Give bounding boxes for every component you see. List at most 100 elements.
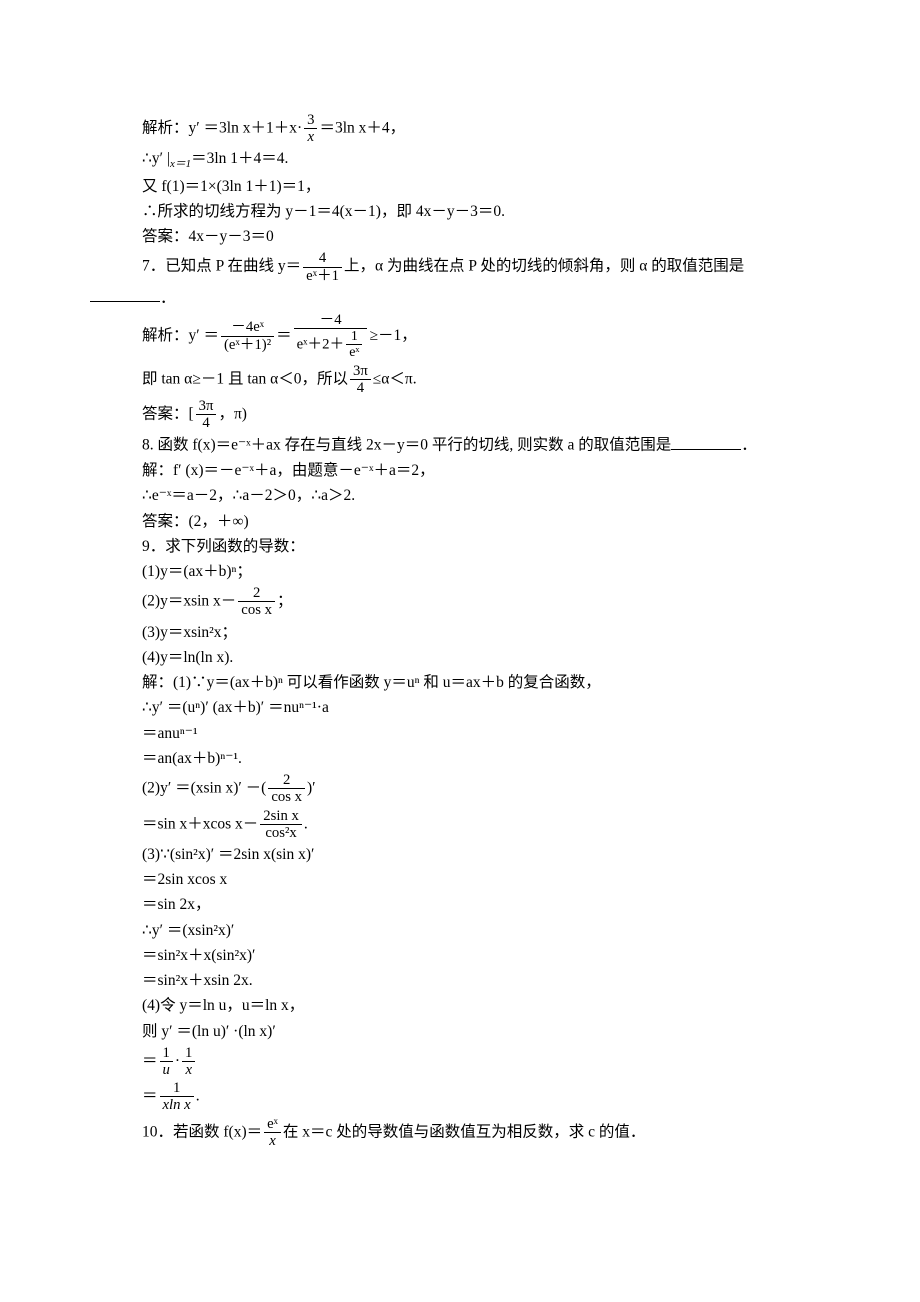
text: ＝ (142, 1088, 158, 1105)
text: ≥－1， (369, 327, 416, 344)
text: 即 tan α≥－1 且 tan α＜0，所以 (142, 370, 348, 387)
text: (1)y＝(ax＋b)ⁿ； (142, 563, 252, 580)
text: ∴y′ ＝(xsin²x)′ (142, 922, 234, 939)
text: 解：f′ (x)＝－e⁻ˣ＋a，由题意－e⁻ˣ＋a＝2， (142, 462, 435, 479)
text-line: (4)y＝ln(ln x). (90, 646, 830, 669)
text: 10．若函数 f(x)＝ (142, 1123, 262, 1140)
text: 答案：4x－y－3＝0 (142, 228, 274, 245)
fraction: eˣx (264, 1116, 281, 1149)
text-line: (2)y′ ＝(xsin x)′ －(2cos x)′ (90, 772, 830, 805)
text: (2)y′ ＝(xsin x)′ －( (142, 779, 266, 796)
text: . (196, 1088, 200, 1105)
text-line: 答案：4x－y－3＝0 (90, 225, 830, 248)
fraction: －4eˣ(eˣ＋1)² (221, 319, 274, 352)
text-line: 7．已知点 P 在曲线 y＝4eˣ＋1上，α 为曲线在点 P 处的切线的倾斜角，… (90, 250, 830, 283)
fraction: 3x (304, 112, 317, 145)
text-line: ∴所求的切线方程为 y－1＝4(x－1)，即 4x－y－3＝0. (90, 200, 830, 223)
text: ∴所求的切线方程为 y－1＝4(x－1)，即 4x－y－3＝0. (142, 203, 505, 220)
text-line: 则 y′ ＝(ln u)′ ·(ln x)′ (90, 1020, 830, 1043)
text: (2)y＝xsin x－ (142, 593, 236, 610)
text: ∴e⁻ˣ＝a－2，∴a－2＞0，∴a＞2. (142, 487, 355, 504)
text: ＝ (142, 1052, 158, 1069)
text: 又 f(1)＝1×(3ln 1＋1)＝1， (142, 178, 320, 195)
text-line: 10．若函数 f(x)＝eˣx在 x＝c 处的导数值与函数值互为相反数，求 c … (90, 1116, 830, 1149)
text: 答案：[ (142, 405, 194, 422)
text: (4)y＝ln(ln x). (142, 649, 233, 666)
text-line: (4)令 y＝ln u，u＝ln x， (90, 994, 830, 1017)
text: 8. 函数 f(x)＝e⁻ˣ＋ax 存在与直线 2x－y＝0 平行的切线, 则实… (142, 437, 671, 454)
text-line: ＝1u·1x (90, 1045, 830, 1078)
text: ＝sin²x＋xsin 2x. (142, 972, 253, 989)
text-line: 9．求下列函数的导数： (90, 535, 830, 558)
fraction: 2cos x (238, 585, 275, 618)
text: (3)y＝xsin²x； (142, 624, 237, 641)
text: ＝ (276, 327, 292, 344)
text-line: (3)∵(sin²x)′ ＝2sin x(sin x)′ (90, 843, 830, 866)
text: ＝anuⁿ⁻¹ (142, 725, 198, 742)
fraction: 3π4 (350, 363, 371, 396)
text: 7．已知点 P 在曲线 y＝ (142, 258, 301, 275)
text: 则 y′ ＝(ln u)′ ·(ln x)′ (142, 1023, 276, 1040)
text: 9．求下列函数的导数： (142, 538, 305, 555)
fraction: －4eˣ＋2＋1eˣ (294, 312, 368, 361)
text-line: (3)y＝xsin²x； (90, 621, 830, 644)
text: ≤α＜π. (373, 370, 417, 387)
text: ＝3ln 1＋4＝4. (191, 150, 288, 167)
blank-underline (90, 286, 160, 303)
text-line: 即 tan α≥－1 且 tan α＜0，所以3π4≤α＜π. (90, 363, 830, 396)
text-line: ． (90, 286, 830, 310)
text-line: ＝2sin xcos x (90, 868, 830, 891)
text: ＝3ln x＋4， (319, 119, 405, 136)
fraction: 1x (182, 1045, 195, 1078)
text: ＝sin x＋xcos x－ (142, 815, 258, 832)
text: 答案：(2，＋∞) (142, 513, 249, 530)
text-line: ＝sin²x＋x(sin²x)′ (90, 944, 830, 967)
text-line: 解析：y′ ＝－4eˣ(eˣ＋1)²＝－4eˣ＋2＋1eˣ≥－1， (90, 312, 830, 361)
fraction: 1eˣ (346, 329, 362, 361)
text-line: ＝anuⁿ⁻¹ (90, 722, 830, 745)
text-line: (1)y＝(ax＋b)ⁿ； (90, 560, 830, 583)
text-line: ＝sin²x＋xsin 2x. (90, 969, 830, 992)
document-content: 解析：y′ ＝3ln x＋1＋x·3x＝3ln x＋4， ∴y′ |x＝1＝3l… (90, 112, 830, 1149)
text: · (175, 1052, 180, 1069)
text-line: ∴y′ ＝(uⁿ)′ (ax＋b)′ ＝nuⁿ⁻¹·a (90, 696, 830, 719)
text: (3)∵(sin²x)′ ＝2sin x(sin x)′ (142, 846, 314, 863)
text: ＝sin 2x， (142, 896, 210, 913)
text-line: 解：(1)∵y＝(ax＋b)ⁿ 可以看作函数 y＝uⁿ 和 u＝ax＋b 的复合… (90, 671, 830, 694)
text-line: 解：f′ (x)＝－e⁻ˣ＋a，由题意－e⁻ˣ＋a＝2， (90, 459, 830, 482)
text-line: ＝sin x＋xcos x－2sin xcos²x. (90, 808, 830, 841)
subscript: x＝1 (170, 158, 191, 170)
text: . (304, 815, 308, 832)
text-line: ＝sin 2x， (90, 893, 830, 916)
text-line: 又 f(1)＝1×(3ln 1＋1)＝1， (90, 175, 830, 198)
text: )′ (307, 779, 316, 796)
text: ． (160, 289, 176, 306)
text: 解析：y′ ＝3ln x＋1＋x· (142, 119, 302, 136)
text-line: ∴y′ |x＝1＝3ln 1＋4＝4. (90, 147, 830, 172)
fraction: 1xln x (160, 1080, 194, 1113)
text-line: 答案：(2，＋∞) (90, 510, 830, 533)
text: 上，α 为曲线在点 P 处的切线的倾斜角，则 α 的取值范围是 (344, 258, 744, 275)
text: ． (741, 437, 757, 454)
text-line: ∴e⁻ˣ＝a－2，∴a－2＞0，∴a＞2. (90, 484, 830, 507)
nested-den: eˣ＋2＋1eˣ (294, 329, 368, 361)
text: 在 x＝c 处的导数值与函数值互为相反数，求 c 的值． (283, 1123, 646, 1140)
text: 解：(1)∵y＝(ax＋b)ⁿ 可以看作函数 y＝uⁿ 和 u＝ax＋b 的复合… (142, 674, 601, 691)
text: ＝sin²x＋x(sin²x)′ (142, 947, 255, 964)
text-line: 答案：[3π4，π) (90, 398, 830, 431)
text-line: ＝an(ax＋b)ⁿ⁻¹. (90, 747, 830, 770)
fraction: 2sin xcos²x (260, 808, 302, 841)
fraction: 2cos x (268, 772, 305, 805)
text: ＝an(ax＋b)ⁿ⁻¹. (142, 750, 242, 767)
fraction: 4eˣ＋1 (303, 250, 342, 283)
fraction: 3π4 (196, 398, 217, 431)
fraction: 1u (160, 1045, 173, 1078)
text-line: 解析：y′ ＝3ln x＋1＋x·3x＝3ln x＋4， (90, 112, 830, 145)
text-line: ∴y′ ＝(xsin²x)′ (90, 919, 830, 942)
text: ； (277, 593, 293, 610)
blank-underline (671, 433, 741, 450)
text: ∴y′ ＝(uⁿ)′ (ax＋b)′ ＝nuⁿ⁻¹·a (142, 699, 329, 716)
text: ，π) (218, 405, 247, 422)
text: (4)令 y＝ln u，u＝ln x， (142, 997, 304, 1014)
text: ＝2sin xcos x (142, 871, 227, 888)
